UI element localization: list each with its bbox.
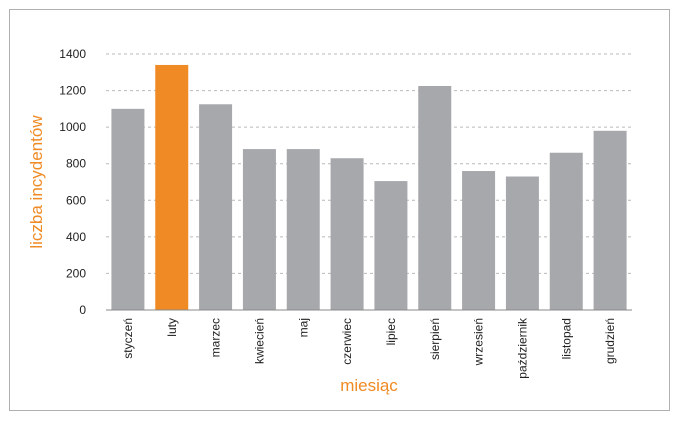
gridlines (106, 53, 632, 274)
bar-kwiecień (242, 149, 276, 310)
bar-październik (505, 176, 539, 310)
y-tick-label: 400 (66, 230, 86, 244)
x-tick-label: wrzesień (472, 318, 486, 366)
y-tick-label: 0 (79, 303, 86, 317)
x-tick-label: kwiecień (252, 318, 266, 364)
bar-listopad (549, 152, 583, 310)
x-axis-ticks: styczeń luty marzec kwiecień maj czerwiec lipi… (121, 317, 617, 379)
y-tick-label: 200 (66, 266, 86, 280)
x-tick-label: luty (165, 318, 179, 337)
x-tick-label: maj (296, 318, 310, 337)
y-tick-label: 800 (66, 157, 86, 171)
bar-lipiec (374, 181, 408, 310)
y-tick-label: 1000 (59, 120, 86, 134)
x-tick-label: październik (515, 317, 529, 379)
y-tick-label: 1400 (59, 47, 86, 61)
bars (111, 64, 627, 311)
x-tick-label: sierpień (428, 318, 442, 360)
x-tick-label: listopad (559, 318, 573, 359)
x-tick-label: czerwiec (340, 318, 354, 365)
bar-luty (155, 64, 189, 310)
bar-maj (286, 149, 320, 310)
bar-sierpień (418, 86, 452, 310)
x-tick-label: styczeń (121, 318, 135, 359)
bar-marzec (199, 104, 233, 311)
bar-wrzesień (462, 171, 496, 310)
x-tick-label: grudzień (603, 318, 617, 364)
bar-czerwiec (330, 158, 364, 310)
bar-grudzień (593, 130, 627, 310)
y-axis-ticks: 0 200 400 600 800 1000 1200 1400 (59, 47, 86, 317)
y-axis-title: liczba incydentów (27, 115, 46, 249)
x-tick-label: lipiec (384, 318, 398, 345)
y-tick-label: 600 (66, 193, 86, 207)
bar-styczeń (111, 108, 145, 310)
x-tick-label: marzec (209, 318, 223, 357)
x-axis-title: miesiąc (340, 376, 398, 395)
y-tick-label: 1200 (59, 84, 86, 98)
